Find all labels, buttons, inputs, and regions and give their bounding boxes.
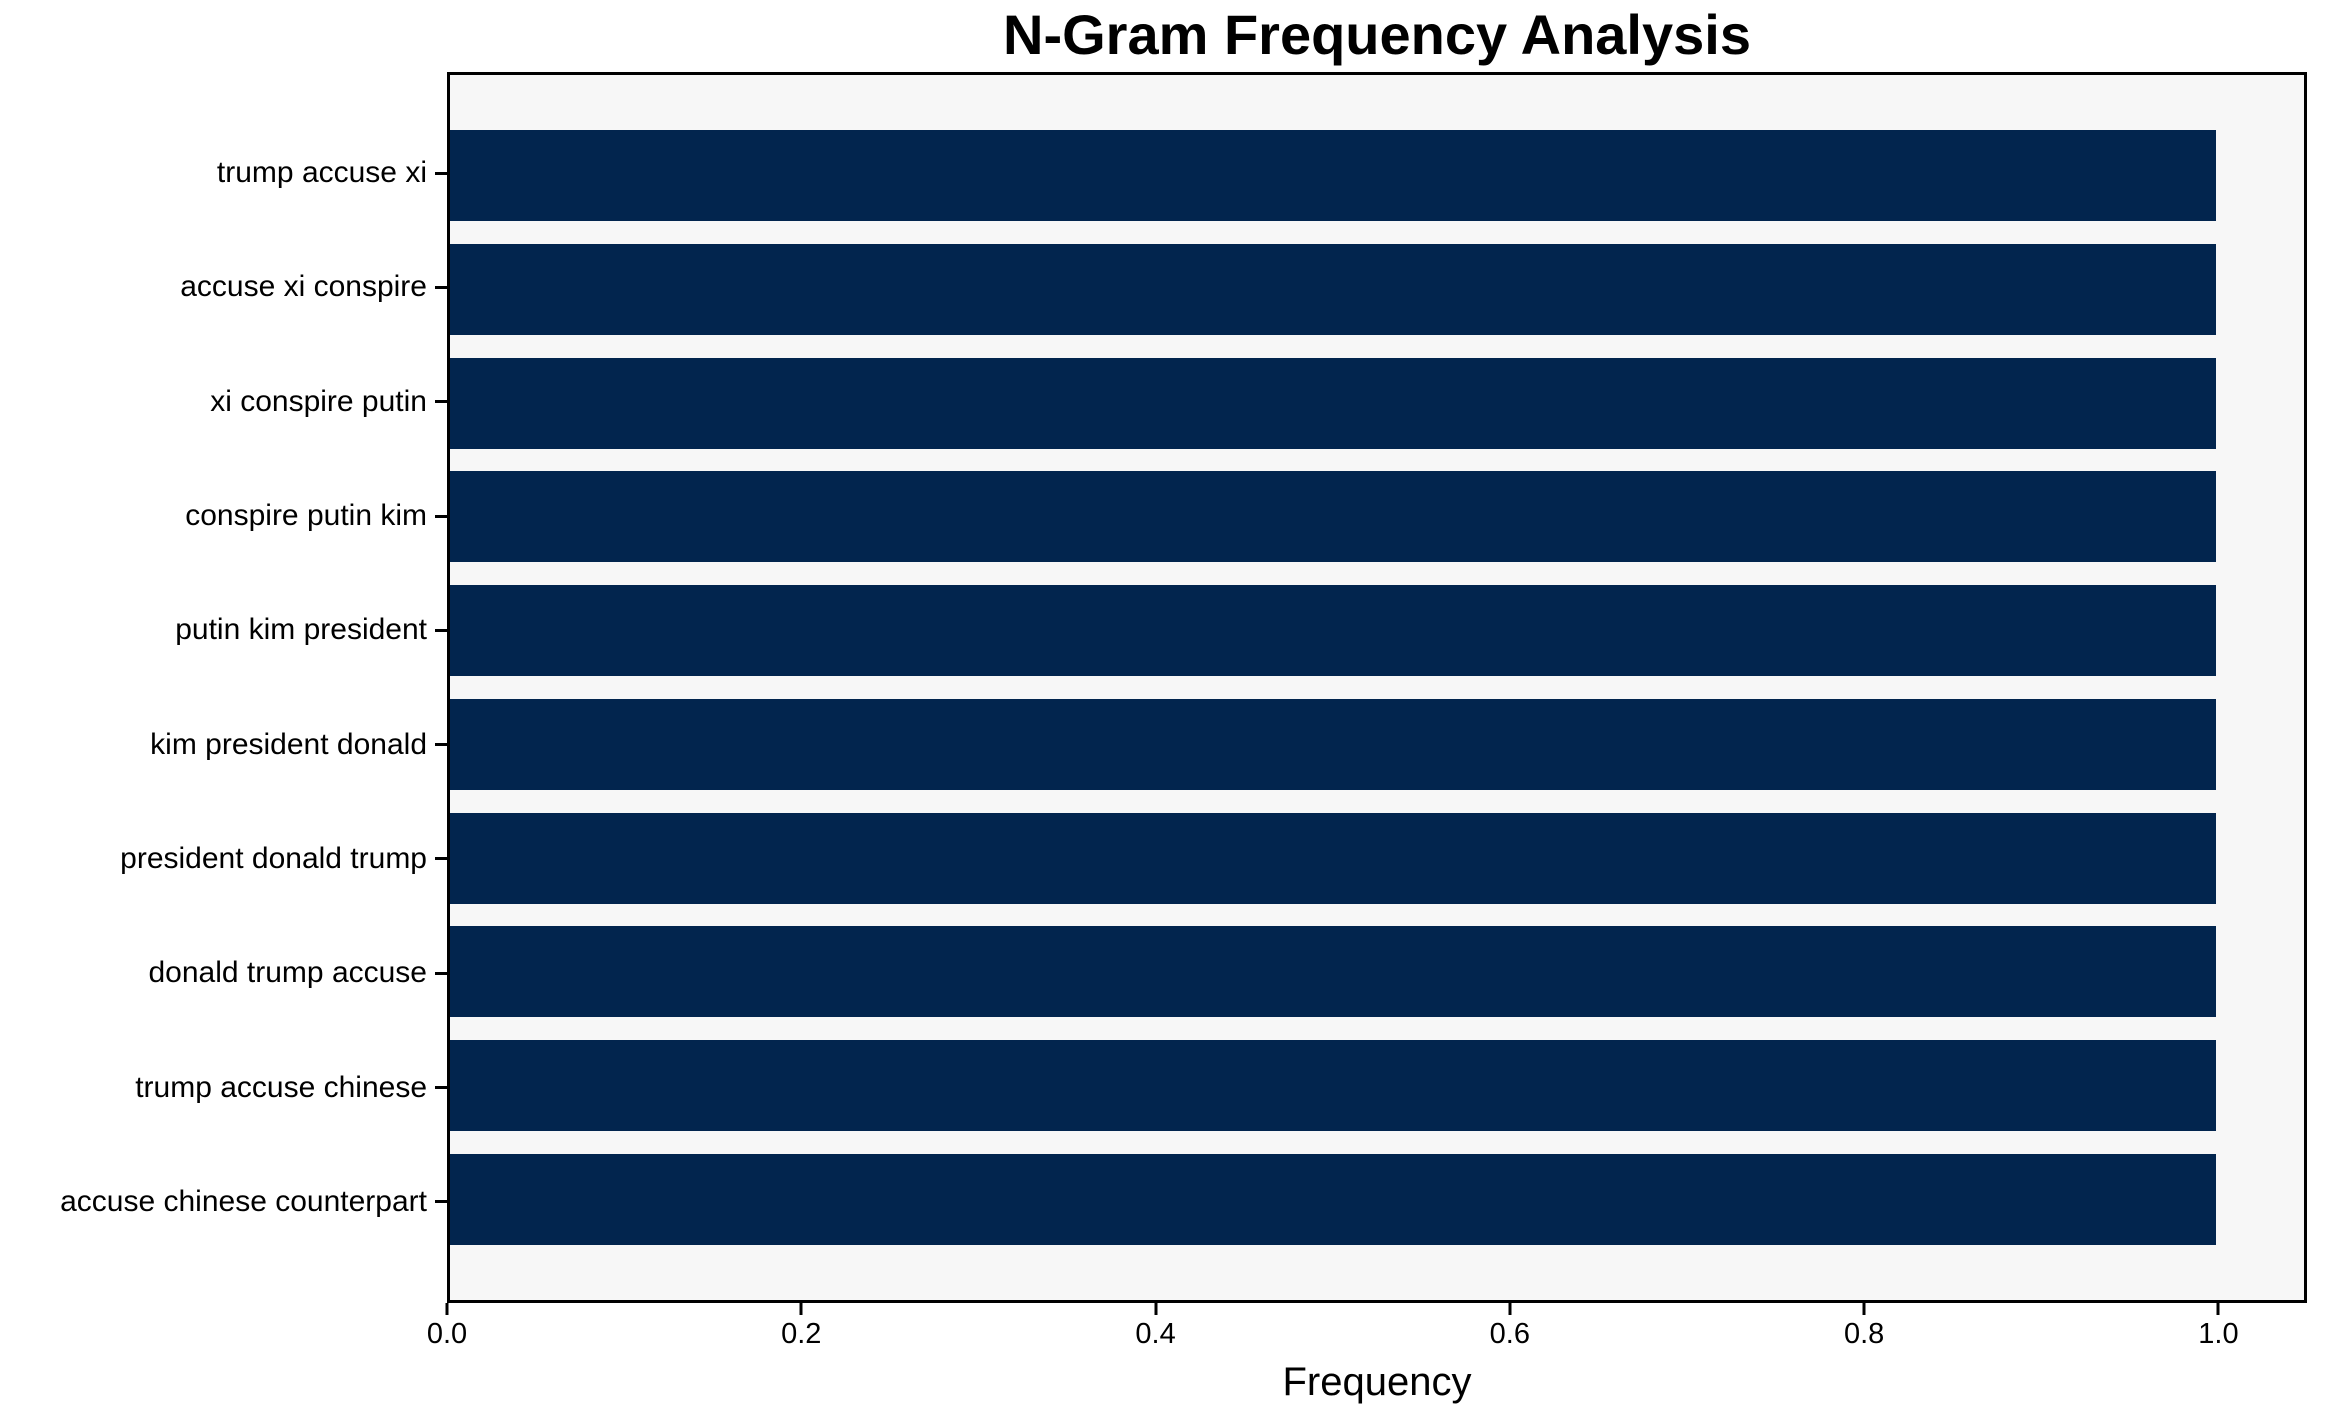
bar-conspire-putin-kim <box>450 471 2216 563</box>
x-tick-mark <box>799 1303 803 1315</box>
y-tick-mark <box>435 743 447 747</box>
x-tick-mark <box>1862 1303 1866 1315</box>
y-tick-mark <box>435 514 447 518</box>
y-row: accuse chinese counterpart <box>0 1145 447 1259</box>
y-row: xi conspire putin <box>0 345 447 459</box>
x-tick-mark <box>1154 1303 1158 1315</box>
bar-putin-kim-president <box>450 585 2216 677</box>
y-row: kim president donald <box>0 687 447 801</box>
y-tick-mark <box>435 285 447 289</box>
y-tick-label: trump accuse xi <box>216 156 427 190</box>
y-tick-label: trump accuse chinese <box>135 1070 427 1104</box>
bars-container <box>450 75 2304 1300</box>
x-tick-label: 1.0 <box>2198 1318 2239 1350</box>
x-tick-label: 0.2 <box>781 1318 822 1350</box>
y-row: putin kim president <box>0 573 447 687</box>
bar-president-donald-trump <box>450 812 2216 904</box>
y-tick-mark <box>435 1086 447 1090</box>
y-row: conspire putin kim <box>0 459 447 573</box>
y-tick-label: donald trump accuse <box>148 956 428 990</box>
x-axis-title: Frequency <box>1282 1360 1472 1404</box>
plot-area <box>447 72 2307 1303</box>
x-axis: 0.0 0.2 0.4 0.6 0.8 1.0 <box>427 1303 2307 1367</box>
y-tick-label: xi conspire putin <box>210 384 427 418</box>
bar-accuse-xi-conspire <box>450 244 2216 336</box>
bar-kim-president-donald <box>450 698 2216 790</box>
x-tick-mark <box>1508 1303 1512 1315</box>
y-tick-label: accuse chinese counterpart <box>60 1184 427 1218</box>
y-tick-label: accuse xi conspire <box>180 270 427 304</box>
bar-trump-accuse-xi <box>450 130 2216 222</box>
y-tick-label: conspire putin kim <box>185 499 427 533</box>
y-tick-mark <box>435 628 447 632</box>
y-tick-label: putin kim president <box>175 613 427 647</box>
bar-row <box>450 688 2304 802</box>
chart-title: N-Gram Frequency Analysis <box>1003 3 1751 66</box>
bar-trump-accuse-chinese <box>450 1039 2216 1131</box>
bar-row <box>450 801 2304 915</box>
y-row: trump accuse xi <box>0 116 447 230</box>
x-tick-label: 0.0 <box>426 1318 468 1350</box>
x-tick-label: 0.8 <box>1843 1318 1885 1350</box>
y-row: trump accuse chinese <box>0 1030 447 1144</box>
bar-xi-conspire-putin <box>450 357 2216 449</box>
x-tick-mark <box>2216 1303 2220 1315</box>
bar-row <box>450 915 2304 1029</box>
y-axis: trump accuse xi accuse xi conspire xi cons… <box>0 72 447 1303</box>
y-tick-mark <box>435 400 447 404</box>
bar-row <box>450 574 2304 688</box>
y-tick-label: kim president donald <box>150 727 427 761</box>
y-tick-label: president donald trump <box>120 841 427 875</box>
y-row: donald trump accuse <box>0 916 447 1030</box>
y-tick-mark <box>435 971 447 975</box>
x-tick-label: 0.6 <box>1489 1318 1531 1350</box>
y-row: president donald trump <box>0 802 447 916</box>
y-tick-mark <box>435 857 447 861</box>
y-tick-mark <box>435 1200 447 1204</box>
bar-row <box>450 1029 2304 1143</box>
x-tick-label: 0.4 <box>1135 1318 1176 1350</box>
y-row: accuse xi conspire <box>0 230 447 344</box>
bar-accuse-chinese-counterpart <box>450 1153 2216 1245</box>
y-tick-mark <box>435 171 447 175</box>
bar-row <box>450 346 2304 460</box>
bar-donald-trump-accuse <box>450 926 2216 1018</box>
bar-row <box>450 233 2304 347</box>
bar-row <box>450 1142 2304 1256</box>
bar-row <box>450 460 2304 574</box>
x-tick-mark <box>445 1303 449 1315</box>
bar-row <box>450 119 2304 233</box>
